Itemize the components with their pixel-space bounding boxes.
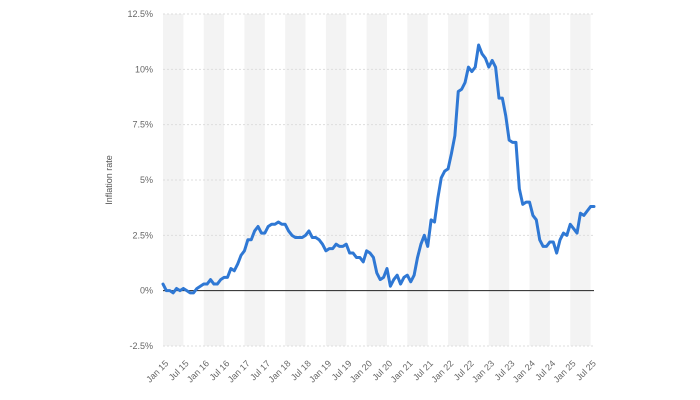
x-tick-label: Jan 19: [307, 358, 333, 384]
x-tick-label: Jul 25: [574, 358, 598, 382]
y-tick-label: 0%: [140, 286, 153, 296]
column-band: [203, 14, 225, 346]
column-band: [407, 14, 428, 346]
x-tick-label: Jan 16: [185, 358, 211, 384]
column-band: [244, 14, 265, 346]
x-tick-label: Jan 20: [348, 358, 374, 384]
x-tick-label: Jan 23: [470, 358, 496, 384]
x-tick-label: Jan 21: [389, 358, 415, 384]
y-tick-label: 10%: [135, 64, 153, 74]
x-tick-label: Jan 24: [511, 358, 537, 384]
column-band: [163, 14, 184, 346]
y-tick-label: 2.5%: [132, 230, 153, 240]
x-tick-label: Jan 22: [429, 358, 455, 384]
y-tick-label: 7.5%: [132, 120, 153, 130]
series-line-inflation: [161, 43, 596, 295]
y-axis-title: Inflation rate: [104, 155, 114, 205]
y-tick-label: 5%: [140, 175, 153, 185]
column-band: [488, 14, 510, 346]
column-band: [448, 14, 469, 346]
x-tick-label: Jan 17: [226, 358, 252, 384]
x-tick-label: Jan 25: [551, 358, 577, 384]
x-tick-label: Jan 15: [144, 358, 170, 384]
y-tick-label: 12.5%: [127, 9, 153, 19]
y-axis-ticks: -2.5% 0% 2.5% 5% 7.5% 10% 12.5%: [127, 9, 153, 351]
y-tick-label: -2.5%: [129, 341, 153, 351]
x-tick-label: Jan 18: [266, 358, 292, 384]
